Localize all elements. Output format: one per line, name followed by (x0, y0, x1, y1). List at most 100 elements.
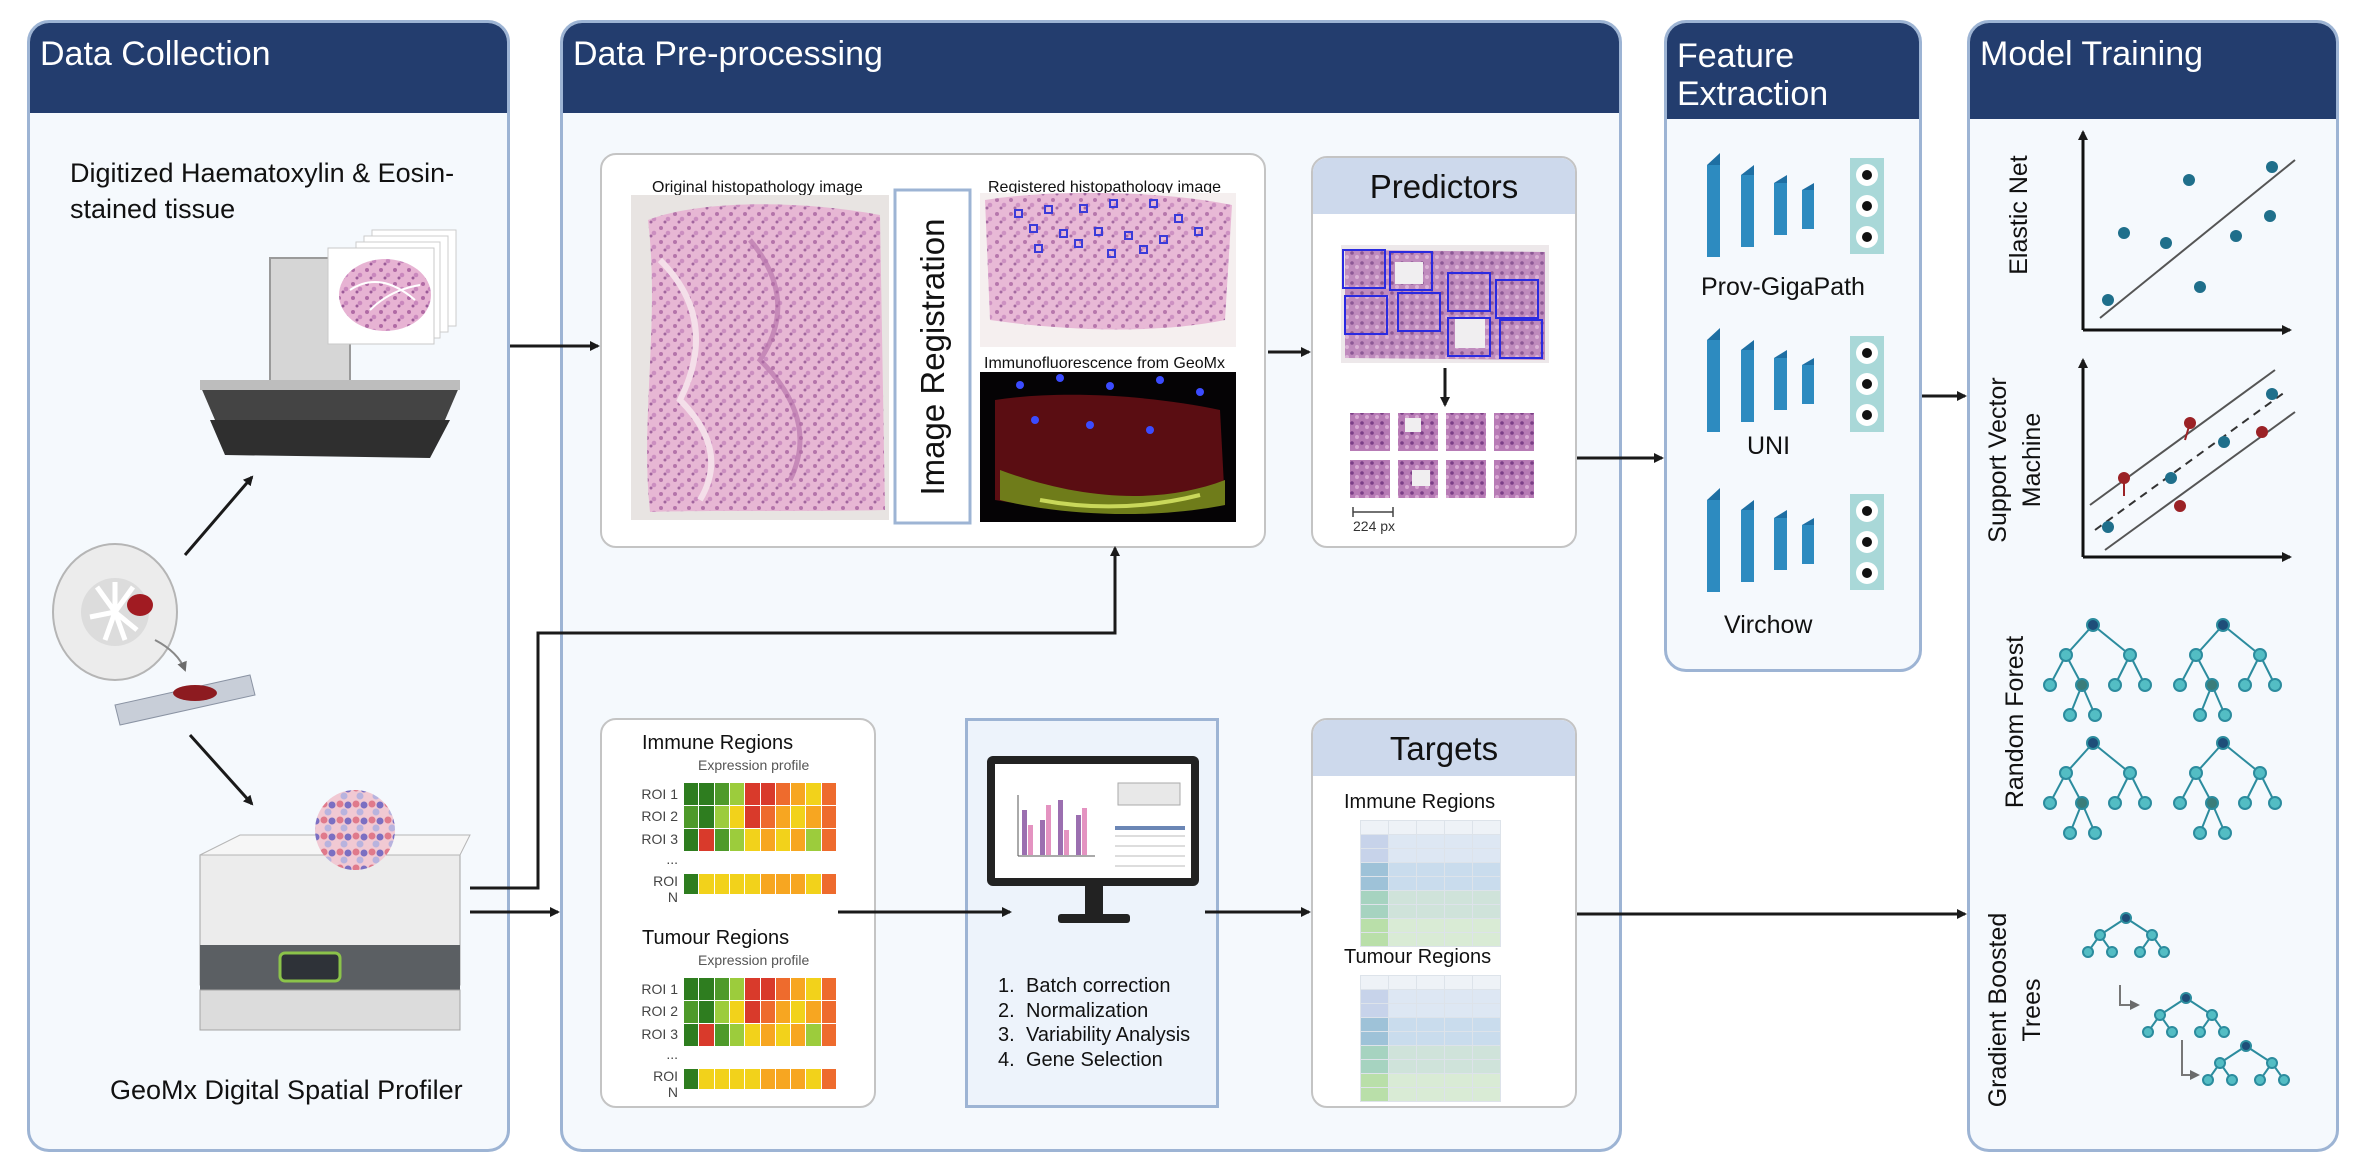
mini-table-cell (1472, 848, 1501, 863)
registered-image-label: Registered histopathology image (988, 179, 1222, 196)
heatmap-cell (729, 874, 745, 894)
svm-label-line2: Machine (2018, 413, 2046, 508)
elastic-net-label: Elastic Net (2005, 155, 2033, 275)
mini-table-cell (1444, 1031, 1473, 1046)
mini-table-row (1360, 989, 1501, 1004)
heatmap-cell (684, 978, 699, 1000)
tumour-roi-1: ROI 1 (641, 981, 678, 997)
mini-table-cell (1416, 1045, 1445, 1060)
model-prov-gigapath: Prov-GigaPath (1701, 273, 1865, 301)
mini-table-cell (1416, 834, 1445, 849)
mini-table-row (1360, 1059, 1501, 1074)
heatmap-cell (775, 874, 791, 894)
heatmap-cell (806, 783, 821, 805)
heatmap-cell (821, 1069, 836, 1089)
tumour-heatmap-roi-n (684, 1069, 836, 1089)
targets-tumour-title: Tumour Regions (1344, 946, 1492, 968)
analysis-monitor (987, 756, 1199, 923)
heatmap-cell (714, 1069, 729, 1089)
heatmap-cell (760, 874, 775, 894)
heatmap-cell (699, 874, 714, 894)
tiled-slide-image (1341, 245, 1549, 363)
heatmap-cell (791, 783, 806, 805)
heatmap-cell (699, 829, 714, 851)
heatmap-cell (684, 783, 699, 805)
mini-table-cell (1444, 1017, 1473, 1032)
processing-step-1: 1. Batch correction (998, 975, 1171, 997)
mini-table-cell (1416, 1087, 1445, 1102)
heatmap-cell (699, 783, 714, 805)
immune-target-table (1360, 820, 1501, 947)
image-registration-box: Image Registration (893, 188, 972, 525)
heatmap-cell (806, 1069, 821, 1089)
elastic-net-plot (2078, 130, 2296, 335)
heatmap-cell (806, 1024, 821, 1046)
heatmap-cell (775, 1001, 791, 1023)
targets-immune-title: Immune Regions (1344, 791, 1496, 813)
mini-table-cell (1472, 932, 1501, 947)
heatmap-cell (684, 1069, 699, 1089)
heatmap-cell (745, 783, 760, 805)
processing-step-3: 3. Variability Analysis (998, 1024, 1191, 1046)
original-histopathology-image (631, 195, 889, 520)
heatmap-cell (760, 1001, 775, 1023)
mini-table-row (1360, 820, 1501, 835)
mini-table-cell (1444, 834, 1473, 849)
cnn-icon-virchow (1707, 488, 1884, 592)
mini-table-cell (1444, 862, 1473, 877)
heatmap-cell (684, 874, 699, 894)
mini-table-cell (1416, 1059, 1445, 1074)
panel-title-model-training: Model Training (1980, 35, 2204, 73)
mini-table-cell (1360, 918, 1389, 933)
heatmap-cell (791, 1001, 806, 1023)
heatmap-cell (699, 1069, 714, 1089)
flow-arrows (470, 341, 1967, 919)
heatmap-cell (821, 783, 836, 805)
heatmap-cell (745, 1024, 760, 1046)
cnn-icon-prov-gigapath (1707, 153, 1884, 257)
heatmap-cell (791, 978, 806, 1000)
mini-table-cell (1360, 989, 1389, 1004)
tumour-roi-ellipsis: ... (666, 1046, 678, 1062)
mini-table-cell (1360, 876, 1389, 891)
heatmap-cell (760, 783, 775, 805)
heatmap-cell (775, 1024, 791, 1046)
heatmap-cell (684, 1001, 699, 1023)
glass-slide-illustration (114, 674, 256, 726)
heatmap-cell (684, 1024, 699, 1046)
mini-table-cell (1472, 1031, 1501, 1046)
tumour-roi-2: ROI 2 (641, 1003, 678, 1019)
heatmap-cell (821, 829, 836, 851)
heatmap-cell (760, 978, 775, 1000)
heatmap-cell (714, 978, 729, 1000)
heatmap-cell (729, 1001, 745, 1023)
tumour-target-table (1360, 975, 1501, 1102)
mini-table-cell (1360, 862, 1389, 877)
panel-title-data-collection: Data Collection (40, 35, 271, 73)
mini-table-cell (1416, 1073, 1445, 1088)
mini-table-cell (1416, 932, 1445, 947)
heatmap-cell (745, 829, 760, 851)
immune-heatmap (684, 783, 836, 851)
processing-steps: 1. Batch correction 2. Normalization 3. Var… (998, 974, 1190, 1072)
heatmap-cell (699, 806, 714, 828)
immune-roi-n: ROI N (653, 873, 678, 905)
tumour-profile-label: Expression profile (698, 952, 810, 968)
mini-table-cell (1388, 890, 1417, 905)
heatmap-cell (729, 806, 745, 828)
mini-table-cell (1444, 918, 1473, 933)
mini-table-row (1360, 876, 1501, 891)
mini-table-cell (1360, 1087, 1389, 1102)
mini-table-cell (1388, 932, 1417, 947)
panel-title-data-preprocessing: Data Pre-processing (573, 35, 883, 73)
image-registration-label: Image Registration (914, 219, 951, 496)
heatmap-cell (714, 783, 729, 805)
mini-table-cell (1472, 918, 1501, 933)
mini-table-cell (1472, 1073, 1501, 1088)
immune-heatmap-roi-n (684, 874, 836, 894)
gbt-label-line2: Trees (2018, 979, 2046, 1042)
tumour-roi-labels: ROI 1 ROI 2 ROI 3 ... ROI N (640, 981, 678, 1100)
mini-table-cell (1388, 848, 1417, 863)
heatmap-cell (821, 1001, 836, 1023)
he-tissue-label-line1: Digitized Haematoxylin & Eosin- (70, 158, 455, 188)
